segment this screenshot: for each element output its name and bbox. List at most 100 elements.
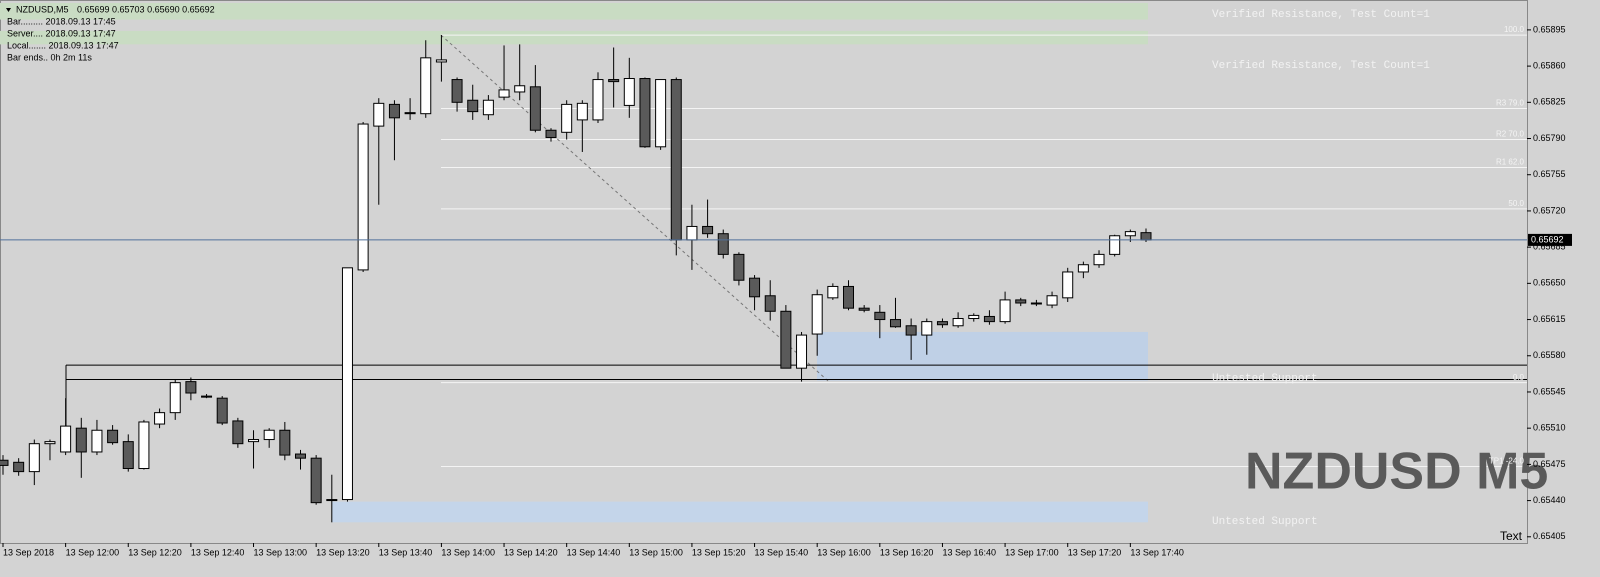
- header-line: Bar ends.. 0h 2m 11s: [7, 52, 92, 62]
- fib-label: R2 70.0: [1496, 130, 1525, 139]
- candle-body: [232, 420, 244, 445]
- x-tick-label: 13 Sep 16:40: [942, 547, 996, 557]
- zone-label: Untested Support: [1212, 373, 1318, 385]
- candle-body: [686, 225, 698, 241]
- candle-body: [373, 102, 385, 127]
- candle-body: [451, 79, 463, 103]
- candle-body: [764, 295, 776, 312]
- candle-body: [843, 285, 855, 309]
- last-price-box: [1528, 233, 1572, 246]
- fib-label: TP1 -24.0: [1489, 457, 1525, 466]
- x-tick-label: 13 Sep 17:00: [1005, 547, 1059, 557]
- y-tick-label: 0.65475: [1533, 459, 1566, 469]
- x-tick-label: 13 Sep 17:20: [1068, 547, 1122, 557]
- candle-body: [404, 112, 416, 115]
- candle-body: [1062, 271, 1074, 299]
- candle-body: [529, 86, 541, 131]
- candle-body: [905, 325, 917, 336]
- candle-body: [608, 79, 620, 83]
- candle-body: [796, 334, 808, 369]
- candle-body: [655, 79, 667, 148]
- candle-body: [75, 427, 87, 453]
- x-tick-label: 13 Sep 17:40: [1130, 547, 1184, 557]
- candle-body: [545, 129, 557, 138]
- zone: [817, 331, 1148, 381]
- y-tick-label: 0.65580: [1533, 350, 1566, 360]
- candle-body: [60, 425, 72, 453]
- candle-body: [702, 225, 714, 235]
- zone: [332, 501, 1148, 523]
- candle-body: [13, 461, 25, 473]
- candle-body: [388, 103, 400, 119]
- candle-body: [154, 412, 166, 425]
- x-tick-label: 13 Sep 14:20: [504, 547, 558, 557]
- candle-body: [639, 78, 651, 148]
- candle-body: [717, 233, 729, 255]
- candle-body: [921, 321, 933, 336]
- y-tick-label: 0.65440: [1533, 495, 1566, 505]
- candle-body: [185, 381, 197, 394]
- candle-body: [1030, 302, 1042, 305]
- x-tick-label: 13 Sep 12:00: [66, 547, 120, 557]
- fib-label: 50.0: [1508, 199, 1524, 208]
- candle-body: [874, 311, 886, 321]
- candle-body: [968, 314, 980, 320]
- candle-body: [670, 79, 682, 241]
- candle-body: [138, 421, 150, 470]
- symbol: NZDUSD,M5: [16, 4, 69, 14]
- candle-body: [1140, 232, 1152, 241]
- x-tick-label: 13 Sep 13:40: [379, 547, 433, 557]
- candle-body: [326, 499, 338, 502]
- candle-body: [498, 89, 510, 98]
- x-tick-label: 13 Sep 14:00: [441, 547, 495, 557]
- candle-body: [1093, 253, 1105, 266]
- candle-body: [1109, 235, 1121, 255]
- fib-label: 0.0: [1513, 373, 1525, 382]
- candle-body: [858, 307, 870, 311]
- zone-label: Untested Support: [1212, 516, 1318, 528]
- candle-body: [216, 397, 228, 424]
- candle-body: [122, 441, 134, 470]
- candle-body: [827, 285, 839, 299]
- candle-body: [107, 429, 119, 444]
- candle-body: [1124, 231, 1136, 237]
- candle-body: [936, 321, 948, 326]
- x-tick-label: 13 Sep 15:40: [755, 547, 809, 557]
- candle-body: [1015, 299, 1027, 304]
- x-tick-label: 13 Sep 14:40: [567, 547, 621, 557]
- candle-body: [248, 439, 260, 443]
- y-tick-label: 0.65615: [1533, 314, 1566, 324]
- candle-body: [561, 103, 573, 133]
- x-tick-label: 13 Sep 12:40: [191, 547, 245, 557]
- candle-body: [310, 457, 322, 504]
- candle-body: [435, 59, 447, 63]
- candle-body: [263, 429, 275, 441]
- candle-body: [294, 453, 306, 459]
- candle-body: [482, 99, 494, 116]
- fib-label: R3 79.0: [1496, 99, 1525, 108]
- candle-body: [811, 294, 823, 335]
- candle-body: [952, 318, 964, 327]
- y-tick-label: 0.65685: [1533, 242, 1566, 252]
- candle-body: [576, 102, 588, 121]
- y-tick-label: 0.65895: [1533, 24, 1566, 34]
- candle-body: [623, 78, 635, 106]
- zone-label: Verified Resistance, Test Count=1: [1212, 9, 1430, 21]
- zone: [0, 30, 1148, 45]
- header-line: Server.... 2018.09.13 17:47: [7, 28, 116, 38]
- candle-body: [467, 99, 479, 113]
- y-tick-label: 0.65405: [1533, 531, 1566, 541]
- y-tick-label: 0.65755: [1533, 169, 1566, 179]
- x-tick-label: 13 Sep 13:00: [254, 547, 308, 557]
- candle-body: [91, 429, 103, 453]
- candle-body: [749, 277, 761, 298]
- candle-body: [1046, 295, 1058, 306]
- x-tick-label: 13 Sep 13:20: [316, 547, 370, 557]
- plot-layer: [0, 3, 1527, 523]
- candle-body: [983, 315, 995, 323]
- y-tick-label: 0.65720: [1533, 205, 1566, 215]
- x-tick-label: 13 Sep 16:20: [880, 547, 934, 557]
- candle-body: [201, 395, 213, 398]
- menu-arrow[interactable]: [6, 8, 11, 12]
